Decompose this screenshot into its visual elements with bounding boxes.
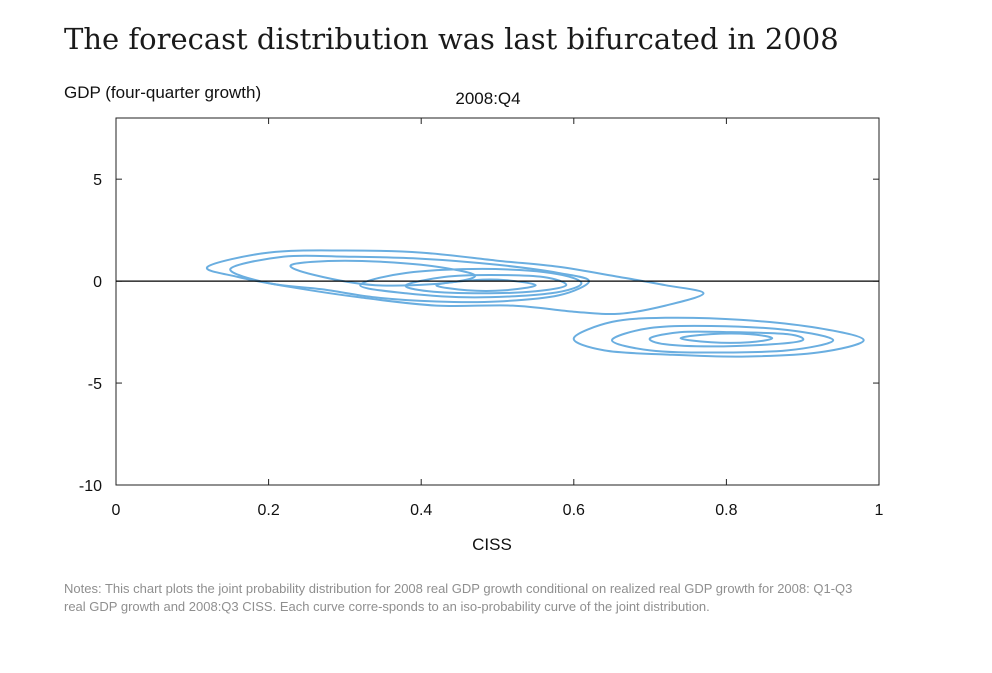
axis-ticks: 0 0.2 0.4 0.6 0.8 1 -10 -5 0 5 [79,118,884,519]
x-tick-label: 0.6 [563,502,585,519]
x-tick-label: 0.2 [257,502,279,519]
x-tick-label: 0 [112,502,121,519]
contour-line-mode-2-mid [610,324,835,354]
x-tick-label: 0.8 [715,502,737,519]
contour-line-mode-2-outer [572,316,865,358]
x-tick-label: 1 [875,502,884,519]
contour-line-mid-left [229,254,591,304]
y-tick-label: -5 [88,376,102,393]
y-tick-label: 5 [93,172,102,189]
x-tick-label: 0.4 [410,502,432,519]
contour-line-outer [205,249,705,316]
y-tick-label: -10 [79,478,102,495]
contour-line-mode-1-core [404,273,568,295]
chart-notes: Notes: This chart plots the joint probab… [64,581,853,614]
contour-line-mode-1 [359,267,583,299]
contour-group [205,249,865,358]
contour-line-mode-2-core [679,332,774,344]
y-axis-label: GDP (four-quarter growth) [64,83,261,102]
plot-frame [115,117,880,486]
contour-line-inner-left [289,259,477,287]
contour-line-mode-1-peak [435,278,537,292]
panel-title: 2008:Q4 [455,89,520,108]
contour-line-mode-2-inner [648,330,805,348]
chart-title: The forecast distribution was last bifur… [64,22,839,56]
x-axis-label: CISS [472,535,512,554]
y-tick-label: 0 [93,274,102,291]
